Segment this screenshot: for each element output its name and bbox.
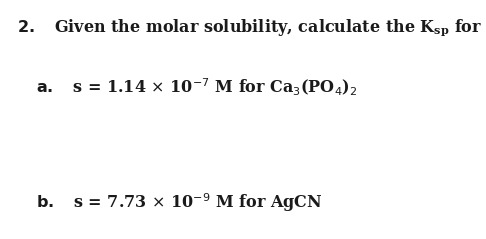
Text: $\mathbf{b.}$   s = 7.73 $\times$ 10$^{-9}$ M for AgCN: $\mathbf{b.}$ s = 7.73 $\times$ 10$^{-9}… — [36, 191, 323, 214]
Text: $\mathbf{a.}$   s = 1.14 $\times$ 10$^{-7}$ M for Ca$_{3}$(PO$_{4}$)$_{2}$: $\mathbf{a.}$ s = 1.14 $\times$ 10$^{-7}… — [36, 76, 358, 98]
Text: $\mathbf{2.}$   Given the molar solubility, calculate the K$_{\mathregular{sp}}$: $\mathbf{2.}$ Given the molar solubility… — [17, 17, 486, 38]
